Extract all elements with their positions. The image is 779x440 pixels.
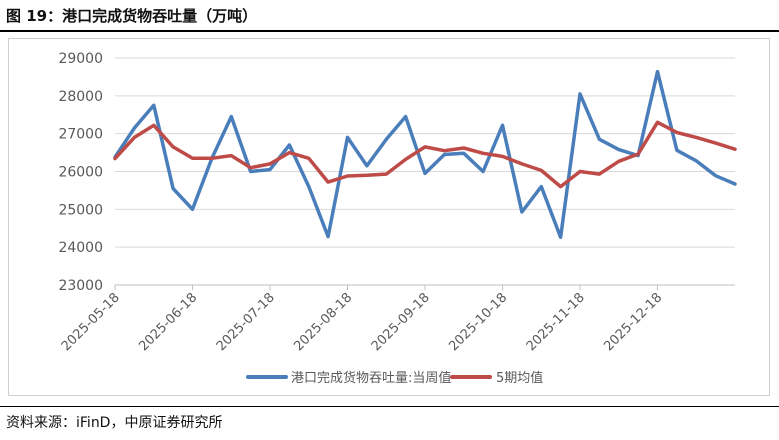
source-note: 资料来源：iFinD，中原证券研究所 bbox=[6, 415, 223, 431]
y-tick-label: 26000 bbox=[58, 165, 103, 181]
series-line-0 bbox=[113, 69, 737, 240]
x-tick-label: 2025-11-18 bbox=[524, 290, 588, 354]
y-tick-label: 25000 bbox=[58, 202, 103, 218]
x-tick-label: 2025-08-18 bbox=[291, 290, 355, 354]
source-divider bbox=[0, 406, 779, 407]
x-tick-label: 2025-07-18 bbox=[214, 290, 278, 354]
figure-title: 图 19：港口完成货物吞吐量（万吨） bbox=[6, 7, 258, 25]
port-throughput-chart: 23000 24000 25000 26000 27000 28000 29000 2025-… bbox=[58, 51, 737, 386]
x-tick-label: 2025-12-18 bbox=[601, 290, 665, 354]
legend-label-1: 5期均值 bbox=[496, 370, 543, 386]
chart-frame bbox=[8, 38, 770, 396]
x-tick-label: 2025-10-18 bbox=[446, 290, 510, 354]
x-tick-label: 2025-05-18 bbox=[59, 290, 123, 354]
y-tick-label: 27000 bbox=[58, 127, 103, 143]
y-tick-label: 29000 bbox=[58, 51, 103, 67]
y-tick-label: 24000 bbox=[58, 240, 103, 256]
x-tick-label: 2025-06-18 bbox=[136, 290, 200, 354]
series-line-1 bbox=[113, 120, 737, 189]
legend-label-0: 港口完成货物吞吐量:当周值 bbox=[291, 370, 451, 386]
y-tick-label: 23000 bbox=[58, 278, 103, 294]
title-divider bbox=[0, 30, 779, 32]
y-tick-label: 28000 bbox=[58, 89, 103, 105]
x-tick-label: 2025-09-18 bbox=[369, 290, 433, 354]
